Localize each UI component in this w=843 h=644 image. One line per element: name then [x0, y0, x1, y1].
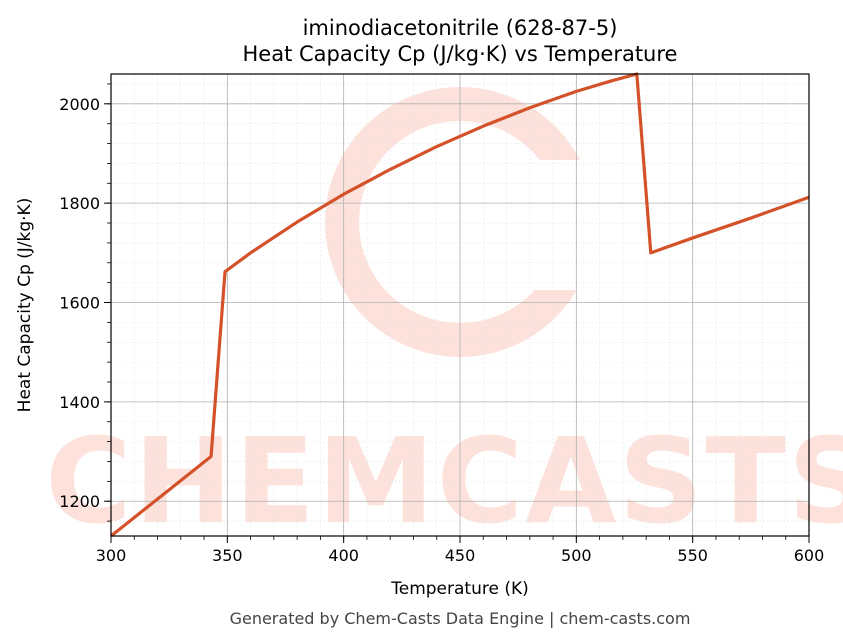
chart-title: iminodiacetonitrile (628-87-5) — [303, 16, 618, 40]
footer-credit: Generated by Chem-Casts Data Engine | ch… — [230, 609, 691, 628]
y-tick-label: 2000 — [59, 95, 100, 114]
y-tick-label: 1400 — [59, 393, 100, 412]
y-tick-label: 1600 — [59, 294, 100, 313]
chart-subtitle: Heat Capacity Cp (J/kg·K) vs Temperature — [243, 42, 678, 66]
x-tick-label: 600 — [794, 546, 825, 565]
x-tick-label: 350 — [212, 546, 243, 565]
y-tick-label: 1200 — [59, 492, 100, 511]
x-axis-label: Temperature (K) — [390, 579, 529, 599]
x-tick-label: 500 — [561, 546, 592, 565]
y-axis-ticks: 1200 1400 1600 1800 2000 — [59, 83, 111, 522]
x-tick-label: 300 — [96, 546, 127, 565]
watermark: CHEMCASTS — [45, 87, 843, 550]
y-tick-label: 1800 — [59, 194, 100, 213]
x-tick-label: 400 — [328, 546, 359, 565]
x-tick-label: 550 — [677, 546, 708, 565]
series-line-cp — [110, 72, 810, 538]
x-tick-label: 450 — [445, 546, 476, 565]
y-axis-label: Heat Capacity Cp (J/kg·K) — [15, 198, 35, 413]
watermark-text: CHEMCASTS — [45, 412, 843, 550]
x-axis-ticks: 300 350 400 450 500 550 600 — [96, 536, 825, 565]
watermark-logo — [325, 87, 600, 357]
